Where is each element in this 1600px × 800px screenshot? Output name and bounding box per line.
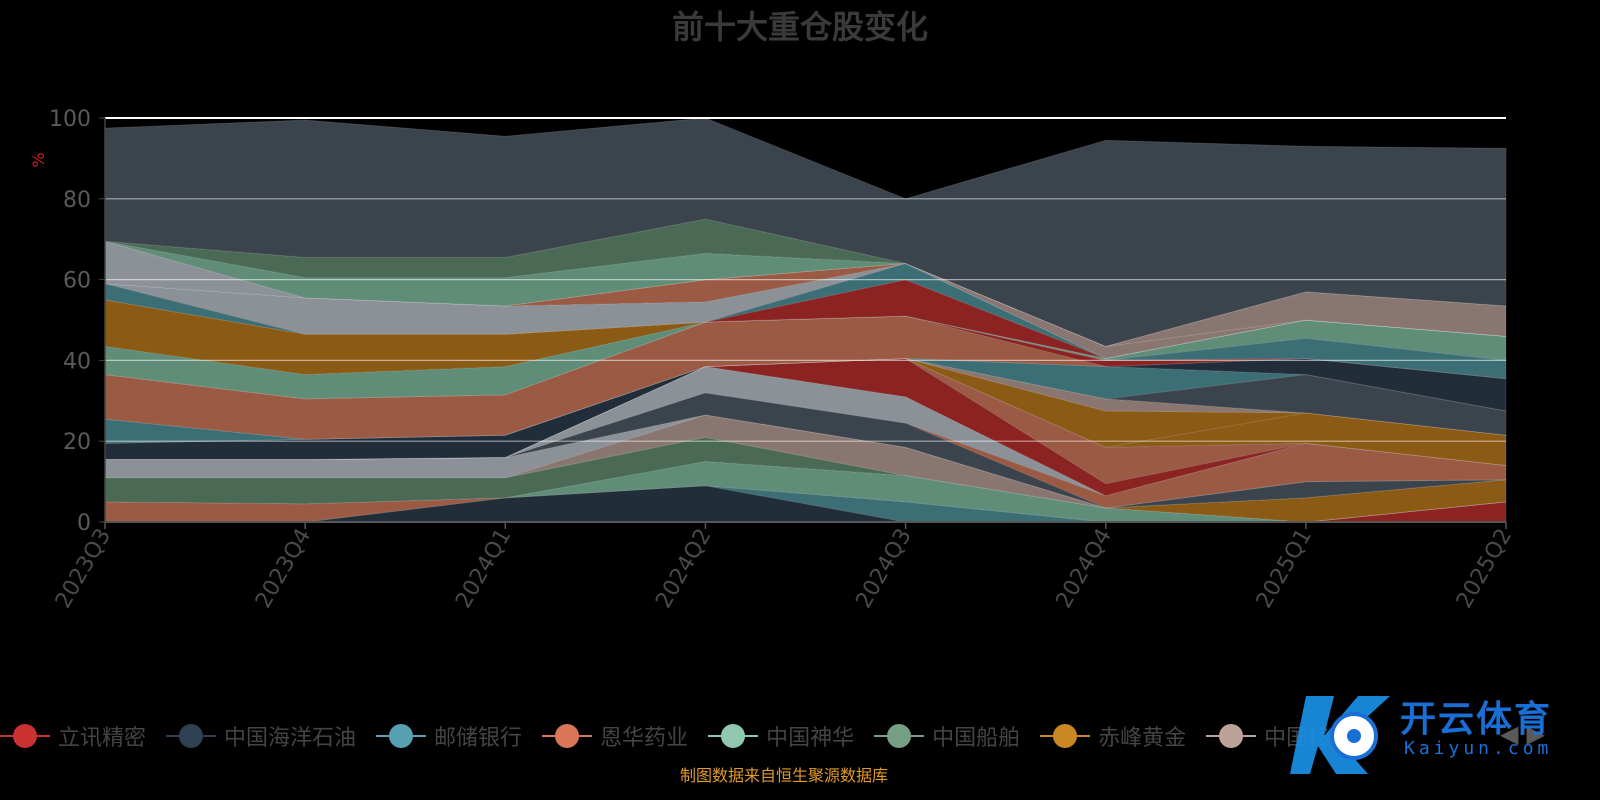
x-tick-label: 2024Q1 (451, 525, 516, 613)
legend-item[interactable]: 中国海洋石油 (166, 720, 356, 752)
legend-item[interactable]: 中国船舶 (874, 720, 1020, 752)
area-series-group (104, 117, 1507, 523)
legend-prev-button[interactable]: ◀ (1500, 720, 1519, 748)
stacked-area-chart: 0 20 40 60 80 100 2023Q3 2023Q4 2024Q1 2024Q2 2024… (29, 107, 1517, 613)
legend-label: 中国神华 (766, 726, 855, 751)
legend-marker-icon (166, 724, 217, 748)
x-tick-label: 2024Q2 (651, 525, 716, 613)
y-tick-label: 80 (63, 188, 91, 213)
legend-marker-icon (874, 724, 925, 748)
y-tick-label: 20 (63, 430, 91, 455)
legend-item[interactable]: 中国神华 (708, 720, 854, 752)
y-tick-label: 100 (49, 107, 91, 132)
watermark-logo: 开云体育 Kaiyun.com (1288, 688, 1588, 778)
legend-label: 赤峰黄金 (1098, 726, 1187, 751)
legend-label: 恩华药业 (600, 726, 689, 751)
legend-label: 中国海洋石油 (224, 726, 357, 751)
data-source-note: 制图数据来自恒生聚源数据库 (679, 766, 888, 785)
watermark-title: 开云体育 (1400, 699, 1553, 740)
legend-item[interactable]: 邮储银行 (376, 720, 522, 752)
x-tick-label: 2025Q2 (1452, 525, 1517, 613)
y-tick-label: 60 (63, 269, 91, 294)
legend-marker-icon (0, 724, 50, 748)
legend-marker-icon (1206, 724, 1257, 748)
x-tick-label: 2023Q4 (251, 525, 316, 613)
legend-item[interactable]: 赤峰黄金 (1040, 720, 1186, 752)
legend-item[interactable]: 立讯精密 (0, 720, 146, 752)
legend-item[interactable]: 恩华药业 (542, 720, 688, 752)
area-series-36 (104, 117, 1507, 347)
watermark-subtitle: Kaiyun.com (1404, 738, 1553, 759)
gridlines (105, 117, 1506, 442)
y-tick-label: 0 (77, 511, 91, 536)
legend-marker-icon (708, 724, 759, 748)
legend-marker-icon (376, 724, 427, 748)
chart-title: 前十大重仓股变化 (671, 8, 928, 46)
y-tick-label: 40 (63, 349, 91, 374)
legend-pagination: ◀ ▶ (1500, 720, 1590, 750)
y-axis-label: % (29, 152, 48, 167)
legend-next-button[interactable]: ▶ (1526, 720, 1545, 748)
x-tick-label: 2024Q3 (851, 525, 916, 613)
x-tick-label: 2023Q3 (51, 525, 116, 613)
x-tick-label: 2025Q1 (1252, 525, 1317, 613)
x-tick-label: 2024Q4 (1052, 525, 1117, 613)
legend-marker-icon (1040, 724, 1091, 748)
logo-emblem-icon (1290, 696, 1390, 774)
legend-label: 中国船舶 (932, 726, 1021, 751)
legend-label: 邮储银行 (434, 726, 523, 751)
legend-label: 立讯精密 (58, 726, 147, 751)
legend-marker-icon (542, 724, 593, 748)
